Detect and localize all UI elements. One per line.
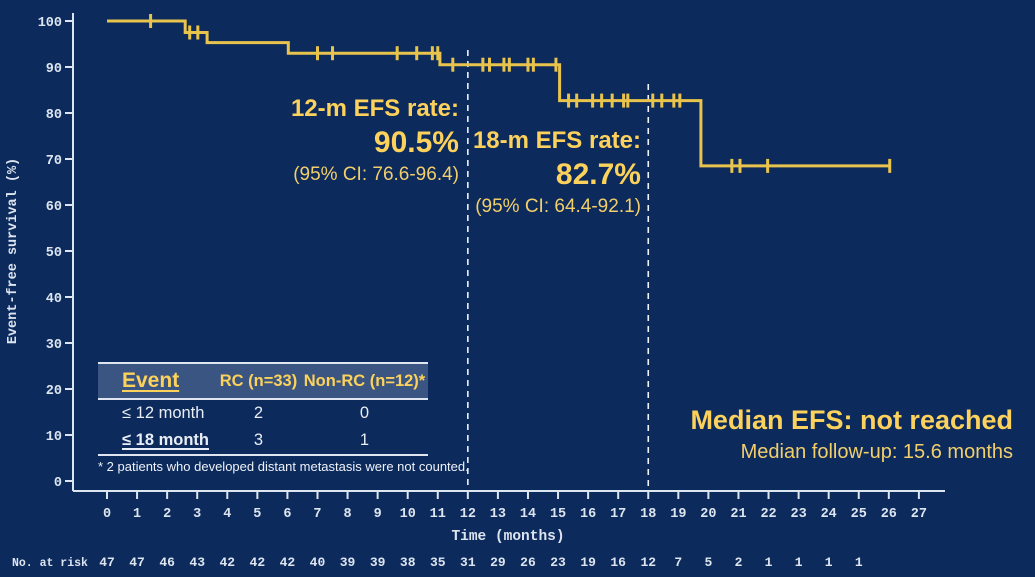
x-tick-label: 21 bbox=[730, 507, 746, 522]
event-18m-label: ≤ 18 month bbox=[122, 431, 209, 449]
y-tick-label: 30 bbox=[46, 338, 62, 353]
efs12-title: 12-m EFS rate: bbox=[290, 95, 459, 122]
event-12m-rc: 2 bbox=[253, 404, 264, 422]
x-tick-label: 18 bbox=[640, 507, 656, 522]
x-tick-label: 0 bbox=[103, 507, 111, 522]
x-tick-label: 1 bbox=[133, 507, 141, 522]
median-efs-annotation: Median EFS: not reached Median follow-up… bbox=[690, 404, 1013, 465]
event-table-header-event: Event bbox=[122, 369, 180, 392]
risk-count: 42 bbox=[280, 555, 296, 570]
x-axis-title: Time (months) bbox=[451, 529, 564, 545]
x-tick-label: 24 bbox=[821, 507, 837, 522]
event-table-header-row: Event RC (n=33) Non-RC (n=12)* bbox=[98, 362, 428, 400]
y-tick-label: 20 bbox=[46, 384, 62, 399]
risk-count: 35 bbox=[430, 555, 446, 570]
median-followup-text: Median follow-up: 15.6 months bbox=[740, 440, 1013, 463]
risk-count: 47 bbox=[99, 555, 115, 570]
risk-count: 40 bbox=[310, 555, 326, 570]
y-tick-label: 50 bbox=[46, 246, 62, 261]
y-axis-title: Event-free survival (%) bbox=[6, 158, 21, 344]
x-tick-label: 27 bbox=[911, 507, 927, 522]
risk-count: 19 bbox=[580, 555, 596, 570]
x-tick-label: 22 bbox=[760, 507, 776, 522]
x-tick-label: 10 bbox=[400, 507, 416, 522]
y-tick-label: 100 bbox=[38, 16, 62, 31]
risk-count: 1 bbox=[765, 555, 773, 570]
risk-count: 29 bbox=[490, 555, 506, 570]
event-18m-rc: 3 bbox=[253, 431, 264, 449]
x-tick-label: 15 bbox=[550, 507, 566, 522]
y-tick-label: 0 bbox=[54, 476, 62, 491]
efs18-annotation: 18-m EFS rate: 82.7% (95% CI: 64.4-92.1) bbox=[473, 127, 641, 218]
risk-count: 38 bbox=[400, 555, 416, 570]
table-row: ≤ 18 month 3 1 bbox=[98, 427, 428, 454]
risk-count: 39 bbox=[340, 555, 356, 570]
efs12-annotation: 12-m EFS rate: 90.5% (95% CI: 76.6-96.4) bbox=[291, 95, 459, 186]
risk-count: 2 bbox=[735, 555, 743, 570]
x-tick-label: 25 bbox=[851, 507, 867, 522]
y-tick-label: 70 bbox=[46, 154, 62, 169]
efs18-value: 82.7% bbox=[555, 158, 641, 192]
y-tick-label: 40 bbox=[46, 292, 62, 307]
risk-count: 43 bbox=[189, 555, 205, 570]
risk-count: 47 bbox=[129, 555, 145, 570]
efs18-ci: (95% CI: 64.4-92.1) bbox=[475, 195, 641, 217]
efs12-value: 90.5% bbox=[373, 126, 459, 160]
risk-count: 26 bbox=[520, 555, 536, 570]
y-tick-label: 60 bbox=[46, 200, 62, 215]
risk-count: 7 bbox=[674, 555, 682, 570]
risk-count: 42 bbox=[219, 555, 235, 570]
x-tick-label: 5 bbox=[253, 507, 261, 522]
event-table: Event RC (n=33) Non-RC (n=12)* ≤ 12 mont… bbox=[98, 362, 469, 474]
event-table-footnote: * 2 patients who developed distant metas… bbox=[98, 454, 469, 474]
y-tick-label: 90 bbox=[46, 62, 62, 77]
y-tick-label: 10 bbox=[46, 430, 62, 445]
risk-count: 16 bbox=[610, 555, 626, 570]
x-tick-label: 2 bbox=[163, 507, 171, 522]
efs18-title: 18-m EFS rate: bbox=[472, 127, 641, 154]
x-tick-label: 14 bbox=[520, 507, 536, 522]
x-tick-label: 13 bbox=[490, 507, 506, 522]
event-table-header-rc: RC (n=33) bbox=[219, 371, 298, 390]
x-tick-label: 11 bbox=[430, 507, 446, 522]
x-tick-label: 6 bbox=[283, 507, 291, 522]
risk-count: 5 bbox=[704, 555, 712, 570]
event-18m-non-rc: 1 bbox=[359, 431, 370, 449]
risk-count: 46 bbox=[159, 555, 175, 570]
x-tick-label: 16 bbox=[580, 507, 596, 522]
y-tick-label: 80 bbox=[46, 108, 62, 123]
x-tick-label: 26 bbox=[881, 507, 897, 522]
risk-count: 31 bbox=[460, 555, 476, 570]
x-tick-label: 4 bbox=[223, 507, 231, 522]
x-tick-label: 9 bbox=[374, 507, 382, 522]
event-12m-non-rc: 0 bbox=[359, 404, 370, 422]
x-tick-label: 12 bbox=[460, 507, 476, 522]
risk-count: 39 bbox=[370, 555, 386, 570]
risk-table-label: No. at risk bbox=[12, 557, 88, 570]
event-12m-label: ≤ 12 month bbox=[122, 404, 205, 422]
table-row: ≤ 12 month 2 0 bbox=[98, 400, 428, 427]
efs12-ci: (95% CI: 76.6-96.4) bbox=[293, 163, 459, 185]
risk-count: 42 bbox=[250, 555, 266, 570]
event-table-header-non-rc: Non-RC (n=12)* bbox=[303, 371, 426, 390]
median-efs-text: Median EFS: not reached bbox=[690, 405, 1013, 435]
risk-count: 1 bbox=[795, 555, 803, 570]
x-tick-label: 23 bbox=[791, 507, 807, 522]
x-tick-label: 20 bbox=[700, 507, 716, 522]
risk-count: 12 bbox=[640, 555, 656, 570]
x-tick-label: 7 bbox=[313, 507, 321, 522]
x-tick-label: 17 bbox=[610, 507, 626, 522]
x-tick-label: 3 bbox=[193, 507, 201, 522]
risk-count: 23 bbox=[550, 555, 566, 570]
risk-count: 1 bbox=[825, 555, 833, 570]
risk-count: 1 bbox=[855, 555, 863, 570]
x-tick-label: 8 bbox=[344, 507, 352, 522]
x-tick-label: 19 bbox=[670, 507, 686, 522]
